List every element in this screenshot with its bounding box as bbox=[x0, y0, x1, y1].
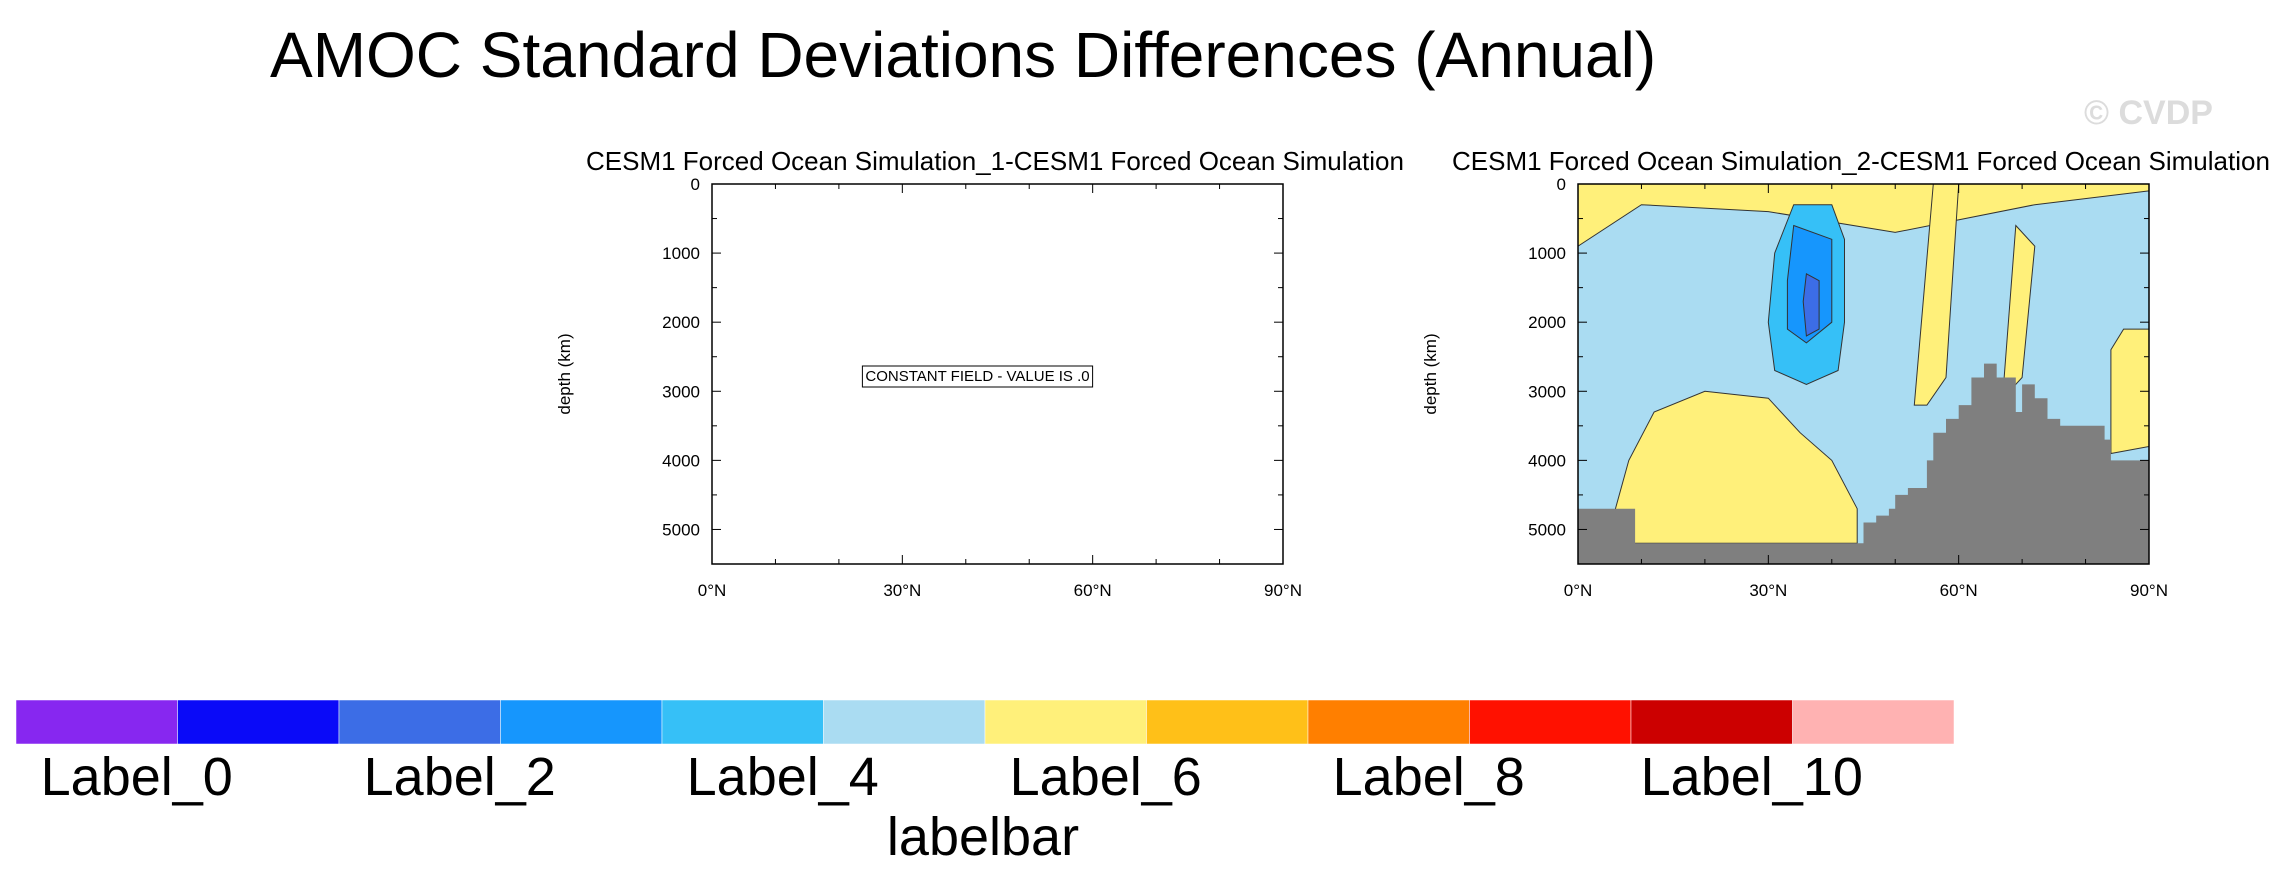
annotation-box bbox=[861, 365, 1094, 388]
x-tick-label: 90°N bbox=[1264, 581, 1302, 600]
y-tick-label: 2000 bbox=[1528, 313, 1566, 332]
panel-1: CONSTANT FIELD - VALUE IS .0 0 1000 2000 300… bbox=[555, 175, 1302, 600]
labelbar-swatch bbox=[1469, 699, 1632, 745]
labelbar-swatch bbox=[500, 699, 663, 745]
y-tick-label: 3000 bbox=[1528, 382, 1566, 401]
x-tick-label: 60°N bbox=[1074, 581, 1112, 600]
labelbar-swatch bbox=[177, 699, 340, 745]
y-tick-label: 0 bbox=[691, 175, 700, 194]
contour-region bbox=[1913, 184, 1960, 406]
constant-field-annotation: CONSTANT FIELD - VALUE IS .0 bbox=[865, 368, 1089, 385]
bathymetry-mask bbox=[1578, 363, 2149, 564]
y-tick-label: 2000 bbox=[662, 313, 700, 332]
plot-frame bbox=[711, 183, 1284, 565]
y-tick-label: 3000 bbox=[662, 382, 700, 401]
x-tick-label: 0°N bbox=[698, 581, 727, 600]
labelbar-label: Label_4 bbox=[686, 747, 879, 807]
y-axis-label: depth (km) bbox=[555, 333, 574, 414]
y-axis-label: depth (km) bbox=[1421, 333, 1440, 414]
labelbar-swatch bbox=[1307, 699, 1470, 745]
labelbar-swatch bbox=[15, 699, 178, 745]
x-tick-label: 60°N bbox=[1940, 581, 1978, 600]
labelbar bbox=[15, 699, 1955, 745]
plot-frame bbox=[1577, 183, 2150, 565]
x-tick-label: 0°N bbox=[1564, 581, 1593, 600]
labelbar-swatch bbox=[661, 699, 824, 745]
contour-region bbox=[1578, 184, 2149, 247]
y-tick-label: 5000 bbox=[1528, 520, 1566, 539]
labelbar-swatch bbox=[1146, 699, 1309, 745]
labelbar-swatch bbox=[1792, 699, 1955, 745]
y-tick-label: 4000 bbox=[662, 451, 700, 470]
panel1-title: CESM1 Forced Ocean Simulation_1-CESM1 Fo… bbox=[586, 146, 1404, 176]
labelbar-label: Label_6 bbox=[1009, 747, 1202, 807]
x-tick-label: 30°N bbox=[1749, 581, 1787, 600]
labelbar-label: Label_2 bbox=[363, 747, 556, 807]
watermark: © CVDP bbox=[2084, 94, 2213, 132]
labelbar-title: labelbar bbox=[886, 807, 1080, 867]
main-title: AMOC Standard Deviations Differences (An… bbox=[270, 19, 1657, 91]
panel-2: 0 1000 2000 3000 4000 5000 0°N 30°N 60°N 90°N dept… bbox=[1421, 175, 2168, 600]
y-tick-label: 1000 bbox=[1528, 244, 1566, 263]
y-tick-label: 1000 bbox=[662, 244, 700, 263]
panel2-title: CESM1 Forced Ocean Simulation_2-CESM1 Fo… bbox=[1452, 146, 2270, 176]
y-tick-label: 5000 bbox=[662, 520, 700, 539]
x-tick-label: 30°N bbox=[883, 581, 921, 600]
labelbar-swatch bbox=[984, 699, 1147, 745]
labelbar-swatch bbox=[823, 699, 986, 745]
y-tick-label: 4000 bbox=[1528, 451, 1566, 470]
labelbar-label: Label_10 bbox=[1640, 747, 1863, 807]
labelbar-label: Label_8 bbox=[1332, 747, 1525, 807]
y-tick-label: 0 bbox=[1557, 175, 1566, 194]
x-tick-label: 90°N bbox=[2130, 581, 2168, 600]
contour-region bbox=[1802, 273, 1820, 337]
labelbar-label: Label_0 bbox=[40, 747, 233, 807]
labelbar-swatch bbox=[338, 699, 501, 745]
contour-region bbox=[2110, 328, 2149, 455]
labelbar-swatch bbox=[1630, 699, 1793, 745]
